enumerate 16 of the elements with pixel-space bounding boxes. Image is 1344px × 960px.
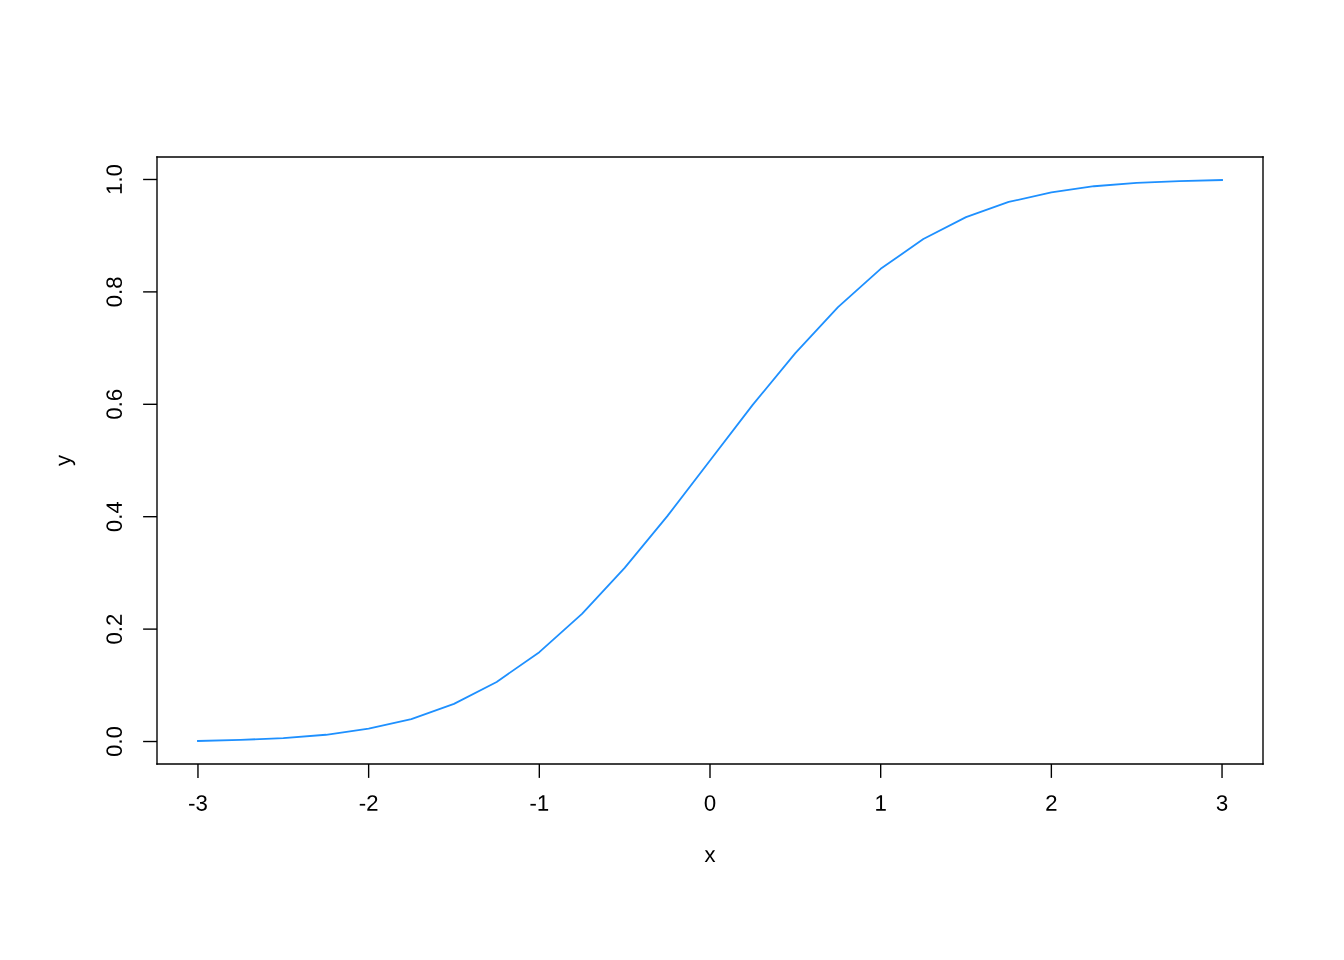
x-tick-label: 0 — [704, 795, 716, 811]
y-tick-label: 0.8 — [106, 277, 123, 307]
x-tick-label: -1 — [530, 795, 549, 811]
y-tick-label: 0.0 — [106, 726, 123, 757]
x-tick-label: 2 — [1046, 795, 1057, 811]
x-tick-label: 3 — [1216, 795, 1228, 811]
y-axis-title: y — [58, 454, 76, 466]
x-tick-label: -2 — [359, 795, 378, 811]
line-series — [197, 179, 1223, 742]
x-tick-label: 1 — [876, 795, 886, 811]
y-tick-label: 0.6 — [106, 389, 123, 419]
x-axis-title: x — [704, 850, 716, 862]
y-tick-label: 1.0 — [106, 164, 123, 194]
y-tick-label: 0.4 — [106, 501, 123, 532]
x-tick-label: -3 — [189, 795, 207, 811]
y-tick-label: 0.2 — [106, 614, 123, 644]
